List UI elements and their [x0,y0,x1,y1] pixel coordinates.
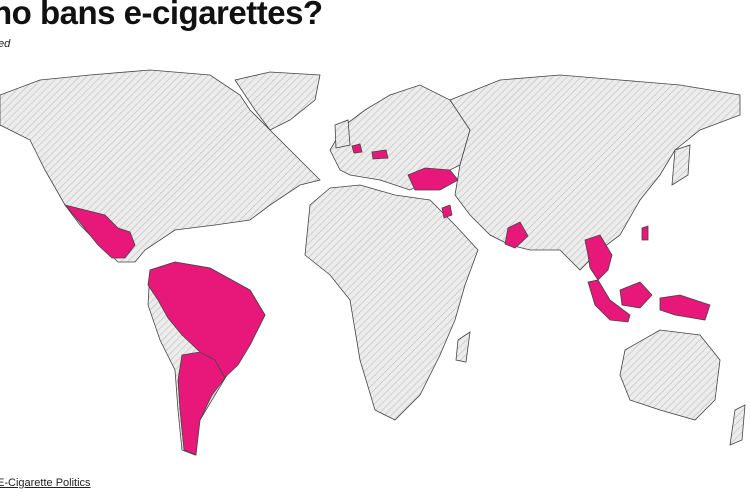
greenland [234,71,321,131]
uk [334,119,351,149]
legend-subtitle: ed [0,38,11,50]
source-link[interactable]: E-Cigarette Politics [0,477,91,489]
map-title: ho bans e-cigarettes? [0,0,323,31]
new-zealand [729,404,746,446]
banned-malaysia-indonesia [587,225,711,323]
africa [304,184,479,421]
banned-mexico [63,204,136,259]
banned-argentina-uruguay [177,351,226,456]
asia [449,74,741,271]
banned-oman [504,221,529,249]
australia [619,329,721,421]
japan [671,144,691,186]
banned-jordan [441,204,453,219]
banned-thailand-cambodia [584,234,613,281]
world-map [0,69,746,456]
madagascar [455,331,471,363]
banned-austria [371,149,389,160]
banned-belgium [351,143,363,154]
banned-turkey [407,167,459,191]
